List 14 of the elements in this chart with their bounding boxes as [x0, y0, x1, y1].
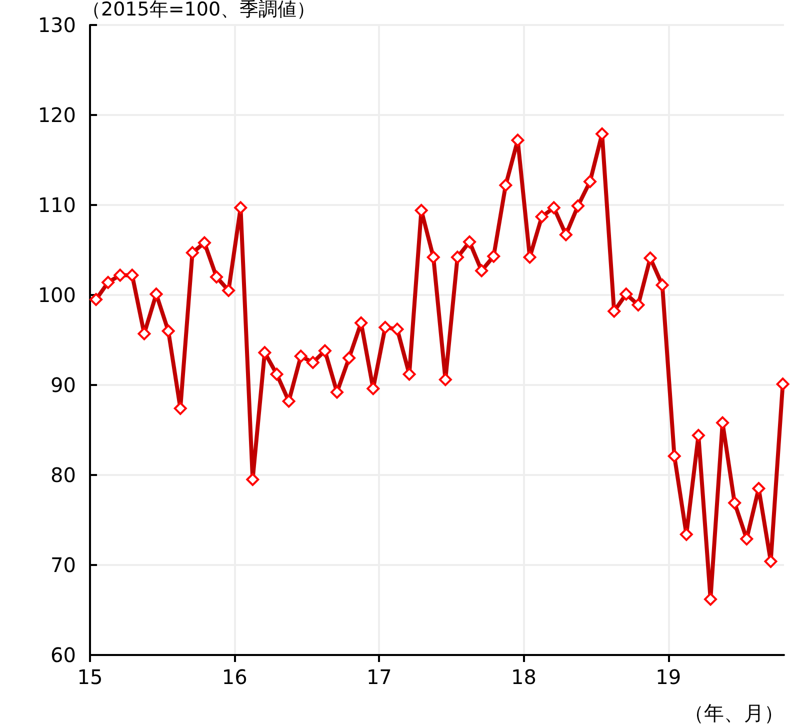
y-tick-label: 70 [50, 553, 76, 577]
x-axis-title: （年、月） [684, 701, 784, 725]
x-tick-label: 15 [77, 665, 103, 689]
y-tick-label: 90 [50, 373, 76, 397]
y-tick-label: 110 [38, 193, 76, 217]
y-tick-label: 120 [38, 103, 76, 127]
x-tick-label: 19 [656, 665, 682, 689]
y-tick-label: 80 [50, 463, 76, 487]
x-tick-label: 16 [222, 665, 248, 689]
y-tick-label: 100 [38, 283, 76, 307]
y-tick-label: 60 [50, 643, 76, 667]
x-tick-label: 17 [366, 665, 392, 689]
y-tick-label: 130 [38, 13, 76, 37]
x-tick-label: 18 [511, 665, 536, 689]
